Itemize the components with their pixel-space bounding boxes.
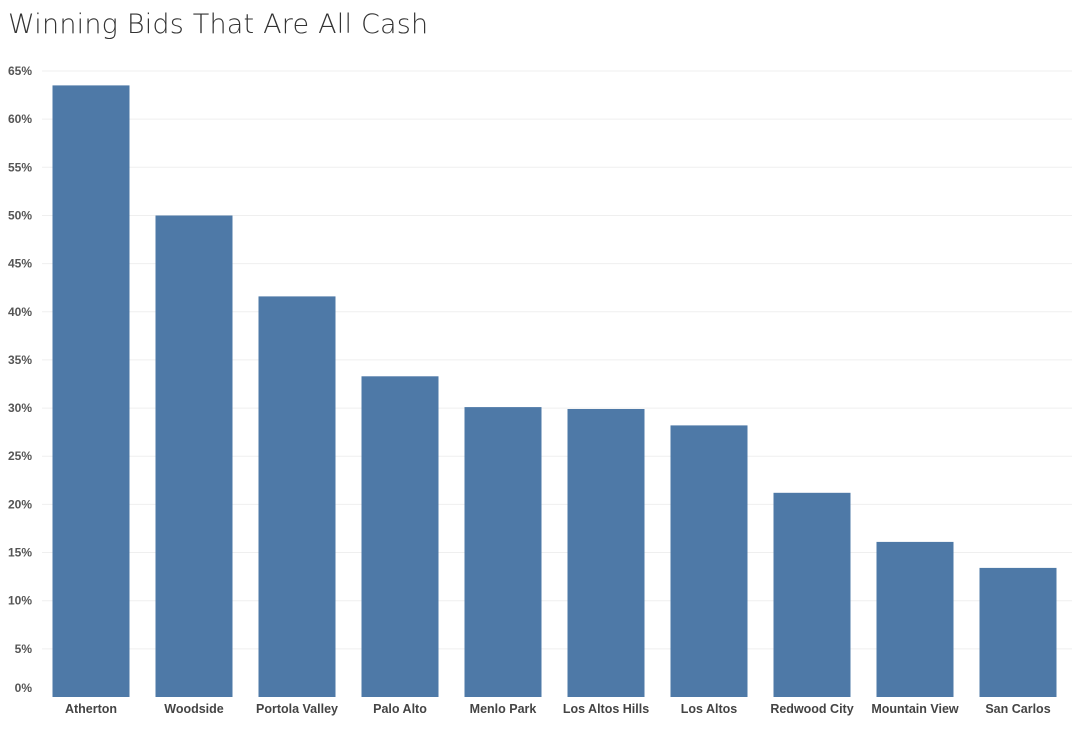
bar-menlo-park bbox=[464, 407, 542, 697]
x-category-label: Portola Valley bbox=[256, 702, 338, 716]
bars bbox=[52, 85, 1057, 697]
bar-atherton bbox=[52, 85, 130, 697]
x-category-label: San Carlos bbox=[985, 702, 1050, 716]
bar-los-altos bbox=[670, 425, 748, 697]
chart-title: Winning Bids That Are All Cash bbox=[8, 9, 429, 40]
y-tick-label: 0% bbox=[15, 681, 33, 695]
bar-redwood-city bbox=[773, 492, 851, 697]
y-axis-tick-labels: 0% 5% 10% 15% 20% 25% 30% 35% 40% 45% 50% 55% 60% 65% bbox=[8, 64, 32, 695]
x-category-label: Los Altos bbox=[681, 702, 738, 716]
y-tick-label: 10% bbox=[8, 594, 32, 608]
x-category-label: Menlo Park bbox=[470, 702, 537, 716]
bar-woodside bbox=[155, 215, 233, 697]
y-tick-label: 55% bbox=[8, 160, 32, 174]
y-tick-label: 20% bbox=[8, 497, 32, 511]
x-category-label: Atherton bbox=[65, 702, 117, 716]
y-tick-label: 35% bbox=[8, 353, 32, 367]
y-tick-label: 40% bbox=[8, 305, 32, 319]
bar-palo-alto bbox=[361, 376, 439, 697]
y-tick-label: 65% bbox=[8, 64, 32, 78]
y-tick-label: 25% bbox=[8, 449, 32, 463]
y-tick-label: 45% bbox=[8, 257, 32, 271]
y-tick-label: 60% bbox=[8, 112, 32, 126]
y-tick-label: 5% bbox=[15, 642, 33, 656]
y-tick-label: 30% bbox=[8, 401, 32, 415]
bar-los-altos-hills bbox=[567, 409, 645, 697]
y-tick-label: 15% bbox=[8, 546, 32, 560]
x-category-label: Redwood City bbox=[770, 702, 853, 716]
x-category-label: Palo Alto bbox=[373, 702, 427, 716]
y-tick-label: 50% bbox=[8, 208, 32, 222]
bar-mountain-view bbox=[876, 541, 954, 697]
x-category-label: Mountain View bbox=[871, 702, 959, 716]
x-axis-category-labels: Atherton Woodside Portola Valley Palo Alto M… bbox=[65, 702, 1051, 716]
bar-san-carlos bbox=[979, 567, 1057, 697]
x-category-label: Woodside bbox=[164, 702, 224, 716]
x-category-label: Los Altos Hills bbox=[563, 702, 649, 716]
bar-portola-valley bbox=[258, 296, 336, 697]
